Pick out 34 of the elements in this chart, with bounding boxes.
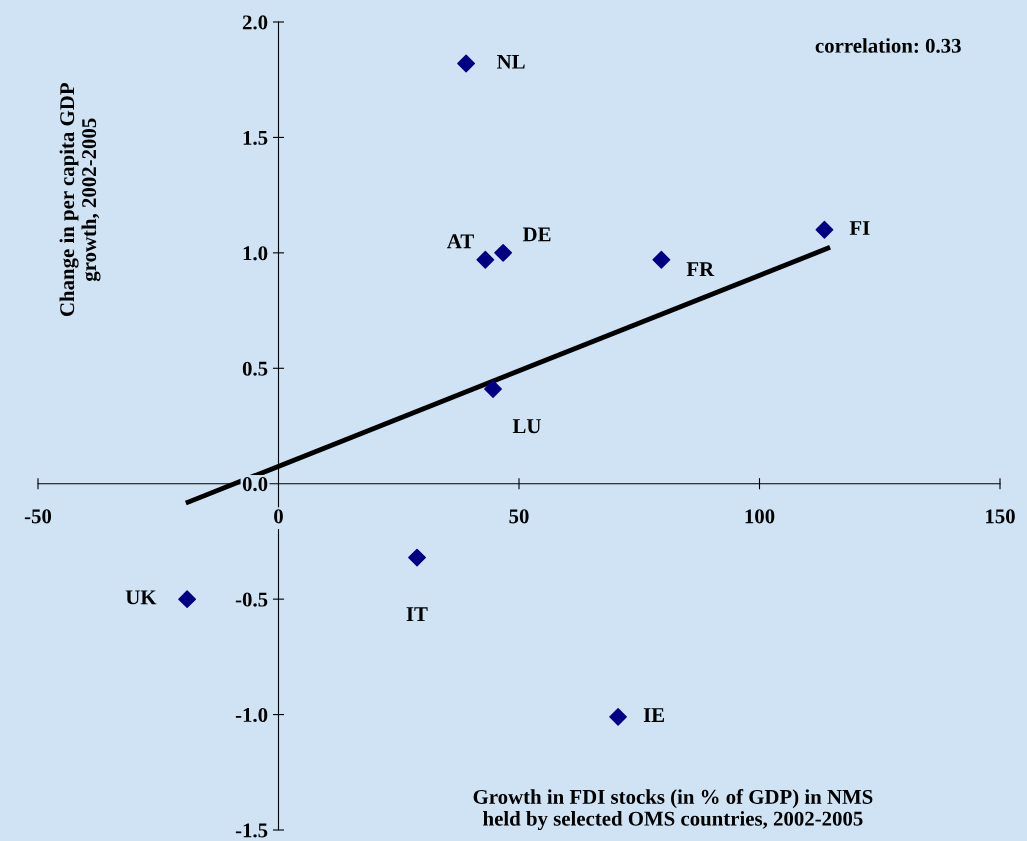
annotation: AT: [447, 234, 474, 249]
y-tick-label: 0.0: [242, 477, 268, 492]
point: [476, 250, 495, 269]
point: [408, 548, 426, 567]
annotation: IT: [406, 607, 428, 621]
point: [815, 220, 834, 239]
y-tick-label: -1.0: [235, 707, 268, 723]
x-tick-label: 150: [986, 509, 1015, 524]
annotation: UK: [125, 590, 157, 605]
point: [457, 54, 476, 73]
point: [494, 243, 513, 262]
point: [178, 590, 197, 609]
annotation: correlation: 0.33: [815, 38, 961, 53]
y-tick-label: 0.5: [242, 361, 268, 376]
x-tick-label: 50: [509, 509, 529, 524]
y-axis-title: Change in per capita GDP growth, 2002-2005: [59, 83, 101, 317]
x-axis-title: Growth in FDI stocks (in % of GDP) in NMS held by selected OMS countries, 2002-2005: [473, 789, 873, 830]
y-tick-label: 1.5: [243, 130, 268, 145]
annotation: IE: [643, 708, 665, 722]
point: [652, 250, 671, 269]
point: [484, 380, 502, 398]
annotation: FI: [849, 221, 870, 235]
annotation: FR: [686, 262, 715, 276]
annotation: LU: [512, 419, 541, 434]
x-tick-label: 0: [274, 509, 283, 524]
y-tick-label: -1.5: [235, 823, 268, 838]
x-tick-label: -50: [24, 509, 52, 524]
annotation: DE: [522, 227, 551, 242]
y-tick-label: 1.0: [243, 246, 268, 261]
point: [609, 707, 627, 726]
y-tick-label: 2.0: [242, 15, 268, 30]
annotation: NL: [497, 54, 525, 69]
y-tick-label: -0.5: [235, 592, 268, 607]
x-tick-label: 100: [745, 509, 775, 524]
